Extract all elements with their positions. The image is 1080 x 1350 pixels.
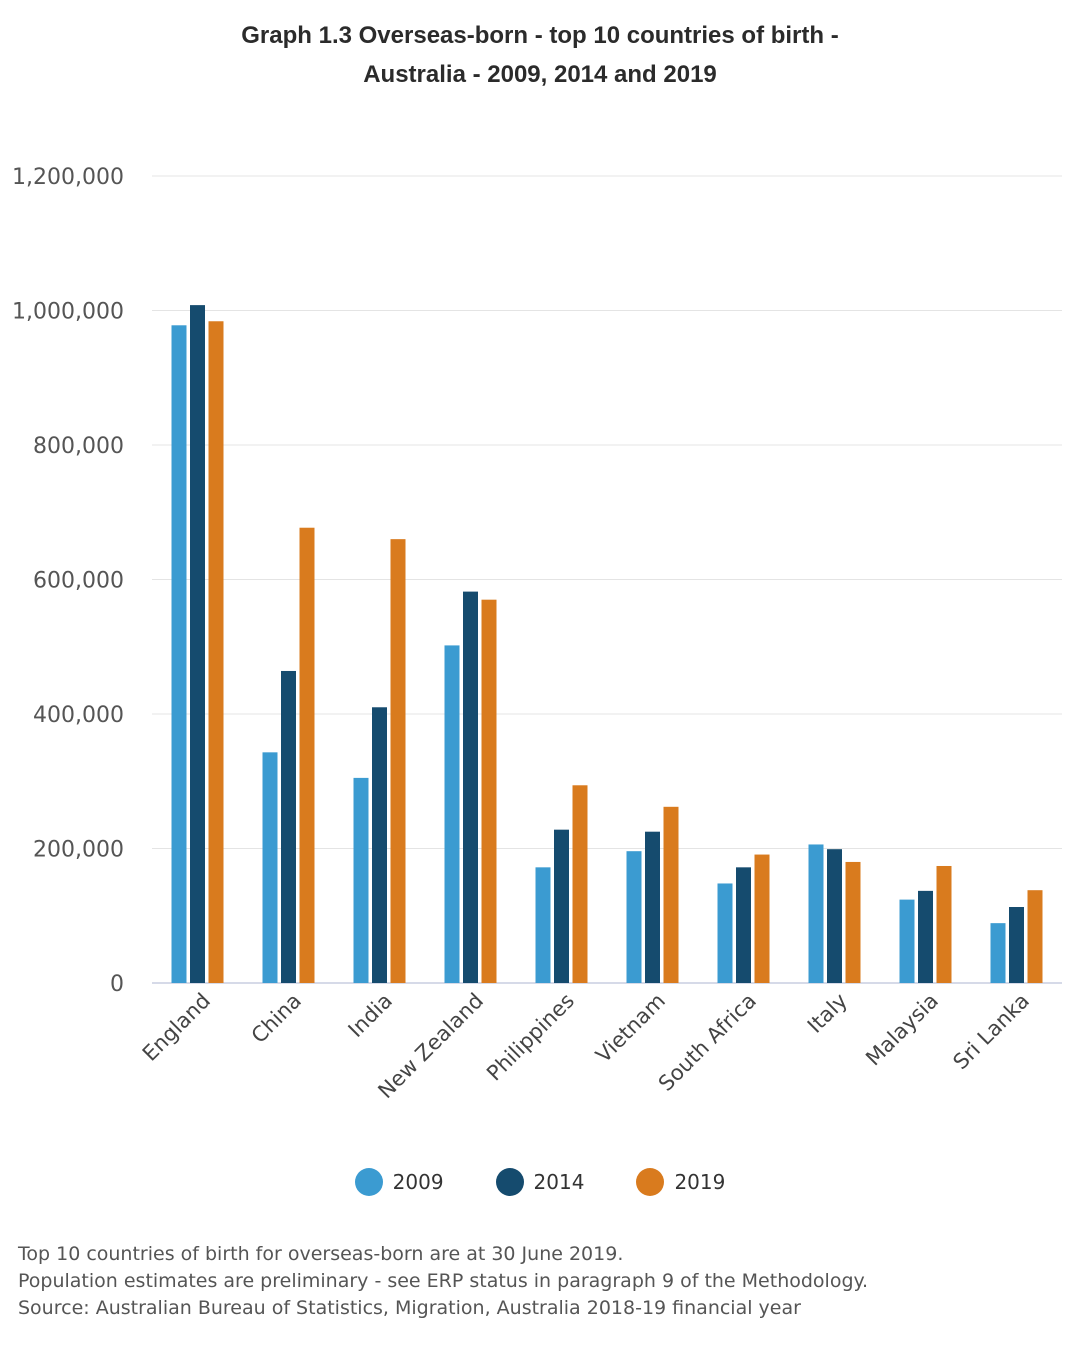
chart-title-line2: Australia - 2009, 2014 and 2019: [363, 61, 717, 88]
bar-2009-south-africa[interactable]: [717, 883, 733, 983]
bar-2019-india[interactable]: [390, 539, 406, 983]
bar-2014-new-zealand[interactable]: [463, 591, 478, 983]
bar-2009-philippines[interactable]: [535, 867, 551, 983]
y-tick-label: 0: [110, 972, 124, 997]
bar-2009-england[interactable]: [171, 325, 187, 983]
legend-item-2014[interactable]: 2014: [495, 1168, 585, 1196]
bar-2014-italy[interactable]: [827, 849, 842, 983]
bar-2009-vietnam[interactable]: [626, 851, 642, 983]
footnote-line: Source: Australian Bureau of Statistics,…: [18, 1297, 801, 1319]
y-tick-label: 800,000: [33, 434, 124, 459]
x-tick-label: Malaysia: [861, 989, 943, 1071]
legend-item-2019[interactable]: 2019: [636, 1168, 725, 1196]
bar-2009-italy[interactable]: [808, 844, 824, 983]
footnote-line: Top 10 countries of birth for overseas-b…: [18, 1243, 624, 1265]
y-tick-label: 400,000: [33, 703, 124, 728]
bar-2014-india[interactable]: [372, 707, 387, 983]
bar-2014-england[interactable]: [190, 305, 205, 983]
bar-2014-sri-lanka[interactable]: [1009, 907, 1024, 983]
legend-marker-2014: [495, 1168, 524, 1196]
legend-marker-2009: [354, 1168, 383, 1196]
bar-2014-vietnam[interactable]: [645, 831, 660, 983]
bar-2019-china[interactable]: [299, 527, 315, 983]
footnote-line: Population estimates are preliminary - s…: [18, 1270, 869, 1292]
bar-2019-sri-lanka[interactable]: [1027, 890, 1043, 983]
bar-2019-malaysia[interactable]: [936, 865, 952, 983]
bar-2019-philippines[interactable]: [572, 785, 588, 983]
y-tick-label: 600,000: [33, 569, 124, 594]
footnotes: Top 10 countries of birth for overseas-b…: [18, 1241, 868, 1322]
bar-2019-vietnam[interactable]: [663, 806, 679, 983]
x-tick-label: Philippines: [482, 989, 579, 1086]
x-tick-label: China: [247, 989, 306, 1048]
bar-2019-england[interactable]: [208, 321, 224, 983]
x-tick-label: Vietnam: [591, 989, 670, 1068]
legend-marker-2019: [636, 1168, 665, 1196]
chart-title: Graph 1.3 Overseas-born - top 10 countri…: [0, 16, 1080, 94]
x-tick-label: South Africa: [654, 989, 761, 1096]
chart-title-line1: Graph 1.3 Overseas-born - top 10 countri…: [241, 22, 839, 49]
bar-2014-south-africa[interactable]: [736, 867, 751, 983]
x-tick-label: Italy: [803, 989, 852, 1038]
bar-2014-china[interactable]: [281, 670, 296, 983]
bar-2009-china[interactable]: [262, 752, 278, 983]
bars: [171, 305, 1043, 983]
legend: 2009 2014 2019: [0, 1168, 1080, 1196]
bar-2009-malaysia[interactable]: [899, 899, 915, 983]
legend-label-2019: 2019: [674, 1170, 726, 1194]
legend-item-2009[interactable]: 2009: [354, 1168, 444, 1196]
bar-2009-sri-lanka[interactable]: [990, 923, 1006, 983]
x-tick-label: Sri Lanka: [948, 989, 1034, 1075]
bar-2019-italy[interactable]: [845, 861, 861, 983]
bar-2009-india[interactable]: [353, 777, 369, 983]
x-tick-label: England: [138, 989, 215, 1066]
legend-label-2014: 2014: [533, 1170, 585, 1194]
legend-label-2009: 2009: [392, 1170, 444, 1194]
bar-2009-new-zealand[interactable]: [444, 645, 460, 983]
y-tick-label: 1,200,000: [12, 165, 124, 190]
y-tick-label: 1,000,000: [12, 300, 124, 325]
y-tick-label: 200,000: [33, 838, 124, 863]
y-axis-tick-labels: 0 200,000 400,000 600,000 800,000 1,000,000 1,…: [12, 165, 124, 997]
bar-2014-philippines[interactable]: [554, 829, 569, 983]
x-tick-label: India: [344, 989, 397, 1042]
bar-chart: 0 200,000 400,000 600,000 800,000 1,000,000 1,…: [12, 165, 1062, 1104]
bar-2014-malaysia[interactable]: [918, 890, 933, 983]
bar-2019-south-africa[interactable]: [754, 854, 770, 983]
bar-2019-new-zealand[interactable]: [481, 599, 497, 983]
